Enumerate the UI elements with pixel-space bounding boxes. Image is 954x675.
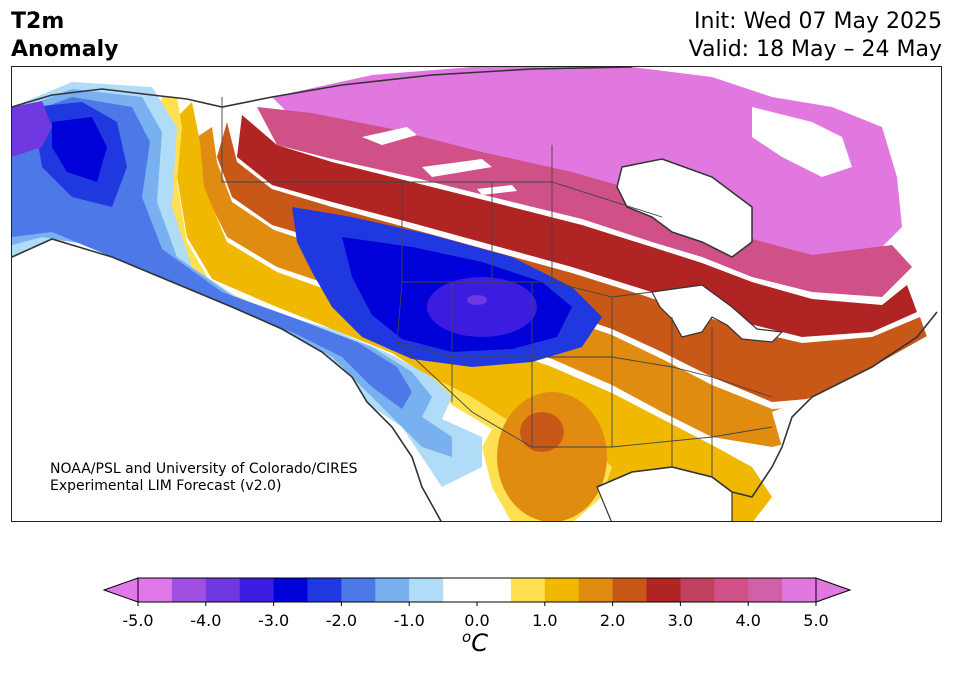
- colorbar-tick-label: -5.0: [122, 611, 153, 630]
- map-title: T2m Anomaly: [11, 8, 118, 64]
- colorbar-swatch: [171, 578, 207, 602]
- colorbar-tick-label: -3.0: [258, 611, 289, 630]
- colorbar-swatch: [205, 578, 241, 602]
- colorbar-swatch: [273, 578, 308, 602]
- colorbar-tick-label: 3.0: [668, 611, 693, 630]
- colorbar-swatch: [646, 578, 681, 602]
- colorbar: -5.0 -4.0 -3.0 -2.0 -1.0 0.0 1.0 2.0 3.0 4.0 5.0: [0, 570, 954, 671]
- colorbar-swatch: [714, 578, 749, 602]
- colorbar-tick-label: 0.0: [464, 611, 489, 630]
- anomaly-band-magenta: [257, 107, 912, 297]
- title-variable: T2m: [11, 9, 65, 34]
- colorbar-swatch: [578, 578, 614, 602]
- colorbar-swatch: [782, 578, 817, 602]
- arctic-ice-lake-1: [362, 127, 417, 145]
- colorbar-swatch: [138, 578, 173, 602]
- anomaly-alaska-violet: [12, 101, 52, 157]
- colorbar-tick-label: 5.0: [803, 611, 828, 630]
- colorbar-tick-label: 2.0: [600, 611, 625, 630]
- pacific-ocean: [12, 239, 441, 521]
- anomaly-band-red: [237, 115, 917, 337]
- colorbar-arrow-left: [102, 577, 139, 603]
- colorbar-swatch: [443, 578, 478, 602]
- colorbar-swatch: [341, 578, 376, 602]
- colorbar-tick-label: 4.0: [735, 611, 760, 630]
- colorbar-tick-label: -4.0: [190, 611, 221, 630]
- colorbar-svg: -5.0 -4.0 -3.0 -2.0 -1.0 0.0 1.0 2.0 3.0 4.0 5.0: [102, 577, 852, 630]
- anomaly-band-yellow: [152, 97, 612, 521]
- colorbar-swatch: [239, 578, 275, 602]
- forecast-dates: Init: Wed 07 May 2025 Valid: 18 May – 24…: [689, 8, 942, 64]
- map-canvas: [12, 67, 941, 521]
- colorbar-swatch: [477, 578, 512, 602]
- anomaly-band-gold: [177, 102, 772, 521]
- colorbar-swatch: [748, 578, 783, 602]
- great-lakes: [651, 284, 784, 343]
- credit-text: NOAA/PSL and University of Colorado/CIRE…: [50, 461, 358, 495]
- colorbar-swatch: [409, 578, 444, 602]
- colorbar-swatch: [375, 578, 410, 602]
- greenland-ice: [752, 107, 852, 177]
- credit-line-1: NOAA/PSL and University of Colorado/CIRE…: [50, 461, 358, 477]
- colorbar-swatch: [510, 578, 546, 602]
- init-date: Init: Wed 07 May 2025: [694, 9, 942, 34]
- colorbar-swatch: [544, 578, 580, 602]
- arctic-ice-lake-2: [422, 159, 492, 177]
- anomaly-core-indigo: [427, 277, 537, 337]
- state-borders: [221, 97, 773, 477]
- valid-range: Valid: 18 May – 24 May: [688, 37, 942, 62]
- colorbar-swatch: [307, 578, 342, 602]
- credit-line-2: Experimental LIM Forecast (v2.0): [50, 478, 282, 494]
- atlantic-ocean: [772, 328, 941, 521]
- colorbar-swatch: [612, 578, 647, 602]
- title-subtitle: Anomaly: [11, 37, 119, 62]
- colorbar-tick-label: -1.0: [394, 611, 425, 630]
- colorbar-tick-label: -2.0: [326, 611, 357, 630]
- anomaly-map: NOAA/PSL and University of Colorado/CIRE…: [11, 66, 942, 522]
- hudson-bay: [616, 158, 753, 258]
- units-main: C: [471, 629, 488, 657]
- colorbar-arrow-right: [815, 577, 852, 603]
- colorbar-swatch: [680, 578, 715, 602]
- anomaly-core-violet: [467, 295, 487, 305]
- units-label: oC: [462, 628, 488, 657]
- colorbar-tick-label: 1.0: [532, 611, 557, 630]
- arctic-ice-lake-3: [477, 185, 517, 195]
- anomaly-texas-orange: [497, 392, 607, 521]
- units-superscript: o: [462, 628, 472, 646]
- anomaly-texas-rust: [520, 412, 564, 452]
